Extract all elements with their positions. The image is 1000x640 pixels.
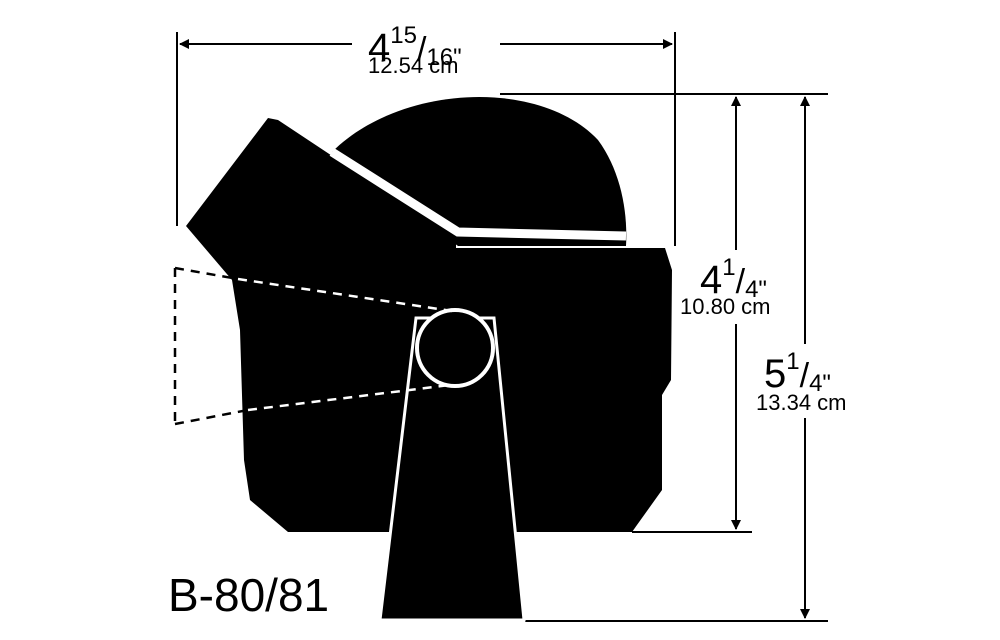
tilt-range-outline-inner xyxy=(237,277,453,412)
body-height-label-gap xyxy=(690,250,786,324)
dome-hood-gap xyxy=(329,148,627,241)
bracket-pivot xyxy=(415,308,495,388)
tilt-range-outline xyxy=(173,266,249,426)
width-label-gap xyxy=(352,24,500,74)
compass-dome xyxy=(332,97,627,246)
width-dimension-label: 415/16" xyxy=(368,22,462,71)
body-height-metric-label: 10.80 cm xyxy=(680,294,771,319)
width-metric-label: 12.54 cm xyxy=(368,53,459,78)
total-height-dimension-label: 51/4" xyxy=(764,348,831,397)
total-height-metric-label: 13.34 cm xyxy=(756,390,847,415)
model-label: B-80/81 xyxy=(168,569,330,621)
body-height-dimension-label: 41/4" xyxy=(700,254,767,303)
total-height-label-gap xyxy=(760,344,850,418)
